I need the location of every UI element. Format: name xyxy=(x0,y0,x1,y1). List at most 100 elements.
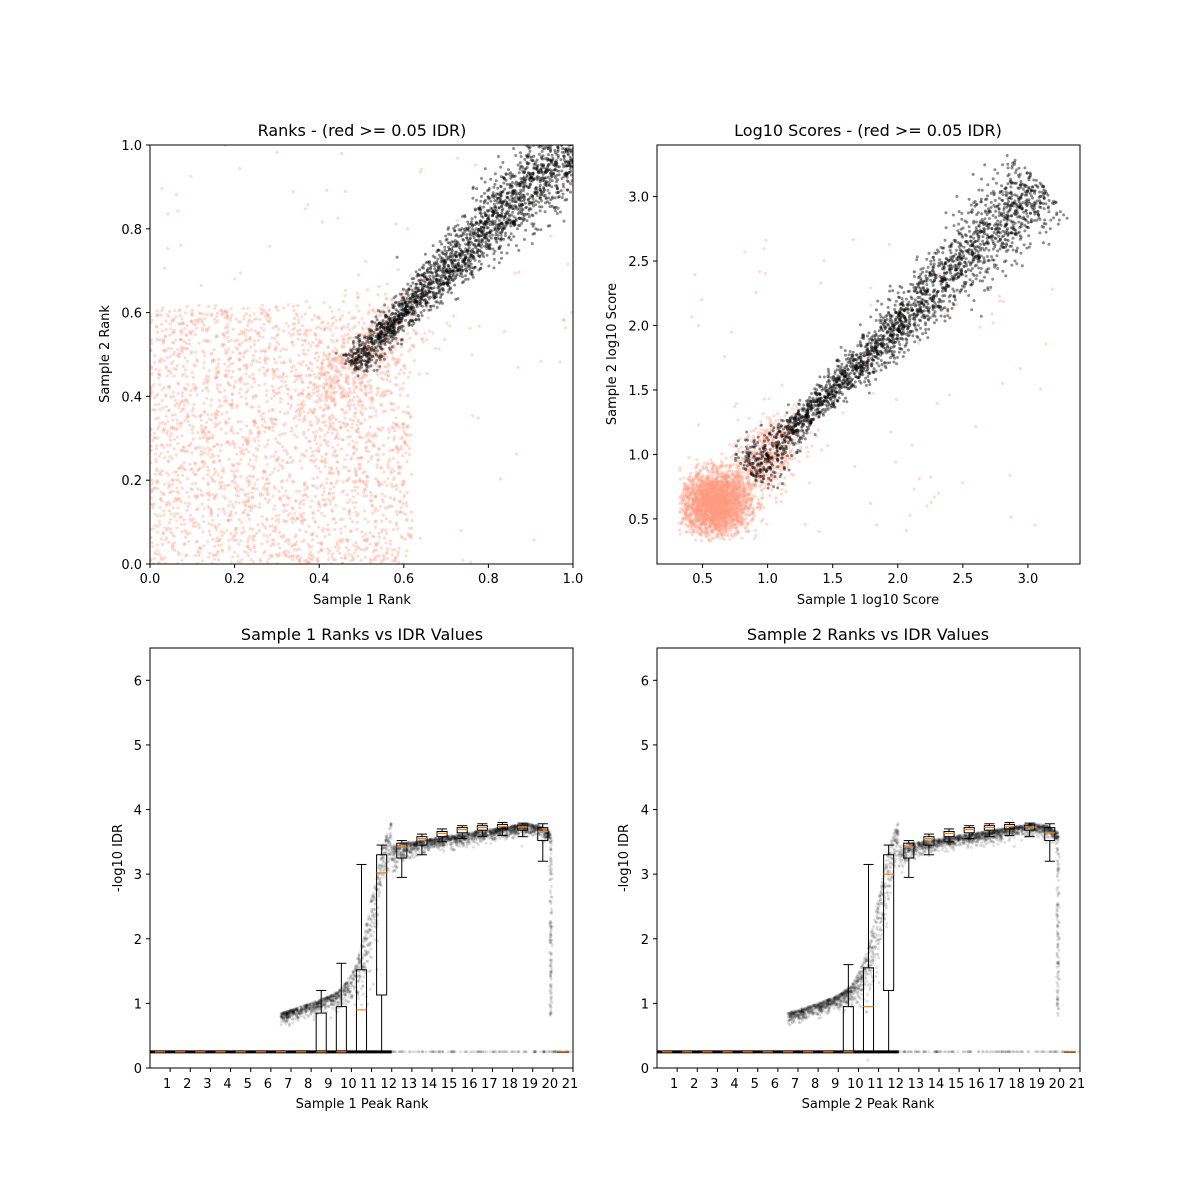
y-tick-label: 3 xyxy=(134,868,142,883)
plot-area: 0.0 0.2 0.4 0.6 0.8 1.0 0.0 0.2 0.4 0.6 0.8 1.0 xyxy=(121,139,584,587)
y-tick-label: 2.0 xyxy=(628,319,649,334)
y-tick-label: 5 xyxy=(641,739,649,754)
x-tick-label: 1.5 xyxy=(822,572,843,587)
box-rank-15 xyxy=(943,828,955,843)
box-body xyxy=(396,842,408,859)
panel-sample1-idr: Sample 1 Ranks vs IDR Values 1 2 3 4 5 6 7 8 9 10… xyxy=(111,625,578,1112)
x-tick-label: 1.0 xyxy=(563,572,584,587)
box-body xyxy=(1044,827,1056,842)
box-rank-14 xyxy=(416,833,428,856)
x-tick-label: 11 xyxy=(867,1077,884,1092)
x-tick-label: 17 xyxy=(481,1077,498,1092)
box-rank-20 xyxy=(1044,823,1056,862)
y-tick-label: 3.0 xyxy=(628,191,649,206)
box-rank-13 xyxy=(903,840,915,878)
panel-title: Sample 1 Ranks vs IDR Values xyxy=(241,625,483,644)
y-tick-label: 4 xyxy=(641,804,649,819)
y-tick-label: 1.0 xyxy=(628,448,649,463)
box-rank-12 xyxy=(376,844,388,1053)
y-tick-label: 6 xyxy=(641,674,649,689)
box-rank-1 xyxy=(661,1051,673,1053)
x-tick-label: 18 xyxy=(501,1077,518,1092)
y-tick-label: 2.5 xyxy=(628,255,649,270)
y-tick-label: 2 xyxy=(134,933,142,948)
x-tick-label: 6 xyxy=(264,1077,272,1092)
axes-frame xyxy=(656,144,1081,565)
box-body xyxy=(903,842,915,859)
x-tick-label: 8 xyxy=(811,1077,819,1092)
x-tick-label: 2 xyxy=(690,1077,698,1092)
red-series-points xyxy=(150,145,573,564)
box-rank-14 xyxy=(923,833,935,856)
red-series-points xyxy=(677,238,1054,543)
box-rank-2 xyxy=(174,1051,186,1053)
x-tick-label: 13 xyxy=(908,1077,925,1092)
box-body xyxy=(436,831,448,838)
box-rank-6 xyxy=(762,1051,774,1053)
x-tick-label: 15 xyxy=(948,1077,965,1092)
box-rank-12 xyxy=(883,844,895,1053)
x-tick-label: 1.0 xyxy=(757,572,778,587)
panel-title: Log10 Scores - (red >= 0.05 IDR) xyxy=(734,121,1002,140)
scatter-points xyxy=(150,145,573,564)
x-tick-label: 11 xyxy=(360,1077,377,1092)
x-tick-label: 21 xyxy=(1069,1077,1086,1092)
x-tick-label: 20 xyxy=(1049,1077,1066,1092)
box-rank-13 xyxy=(396,840,408,878)
x-tick-label: 2 xyxy=(183,1077,191,1092)
box-body xyxy=(355,969,368,1053)
box-rank-11 xyxy=(862,863,875,1053)
x-tick-label: 13 xyxy=(401,1077,418,1092)
x-tick-label: 0.6 xyxy=(393,572,414,587)
box-body xyxy=(456,827,468,834)
y-tick-label: 2 xyxy=(641,933,649,948)
box-body xyxy=(1024,824,1036,831)
box-body xyxy=(883,854,895,991)
axes-frame xyxy=(149,144,574,565)
y-tick-label: 0.5 xyxy=(628,513,649,528)
box-rank-18 xyxy=(496,821,509,836)
box-rank-8 xyxy=(802,1051,814,1053)
box-rank-3 xyxy=(194,1051,206,1053)
box-rank-9 xyxy=(822,1051,834,1053)
panel-sample2-idr: Sample 2 Ranks vs IDR Values 1 2 3 4 5 6 7 8 9 10… xyxy=(617,625,1085,1112)
box-rank-17 xyxy=(983,823,995,838)
y-axis-label: -log10 IDR xyxy=(111,824,126,892)
x-tick-label: 5 xyxy=(751,1077,759,1092)
x-tick-label: 3 xyxy=(203,1077,211,1092)
box-rank-21 xyxy=(557,1051,569,1053)
x-axis-label: Sample 1 Rank xyxy=(313,593,411,608)
y-tick-label: 0.6 xyxy=(121,307,142,322)
box-rank-16 xyxy=(456,825,468,840)
y-tick-label: 1 xyxy=(641,997,649,1012)
box-body xyxy=(537,827,549,842)
black-series-points xyxy=(734,154,1069,490)
x-tick-label: 0.8 xyxy=(478,572,499,587)
box-rank-19 xyxy=(1024,822,1036,838)
box-rank-17 xyxy=(476,823,488,838)
box-rank-10 xyxy=(842,964,854,1053)
x-tick-label: 20 xyxy=(542,1077,559,1092)
box-rank-5 xyxy=(742,1051,754,1053)
y-tick-label: 3 xyxy=(641,868,649,883)
box-rank-7 xyxy=(275,1051,287,1053)
x-tick-label: 9 xyxy=(324,1077,332,1092)
y-tick-label: 1.0 xyxy=(121,139,142,154)
box-rank-11 xyxy=(355,863,368,1053)
box-rank-18 xyxy=(1003,821,1016,836)
box-body xyxy=(376,854,388,996)
x-tick-label: 14 xyxy=(421,1077,438,1092)
x-tick-label: 3.0 xyxy=(1018,572,1039,587)
x-axis-label: Sample 2 Peak Rank xyxy=(802,1097,935,1112)
scatter-points xyxy=(677,154,1069,543)
x-tick-label: 4 xyxy=(730,1077,738,1092)
box-rank-16 xyxy=(963,825,975,840)
box-rank-9 xyxy=(315,989,327,1053)
x-tick-label: 0.5 xyxy=(692,572,713,587)
box-rank-15 xyxy=(436,828,448,843)
black-series-points xyxy=(334,145,573,378)
x-tick-label: 10 xyxy=(847,1077,864,1092)
x-tick-label: 21 xyxy=(562,1077,579,1092)
